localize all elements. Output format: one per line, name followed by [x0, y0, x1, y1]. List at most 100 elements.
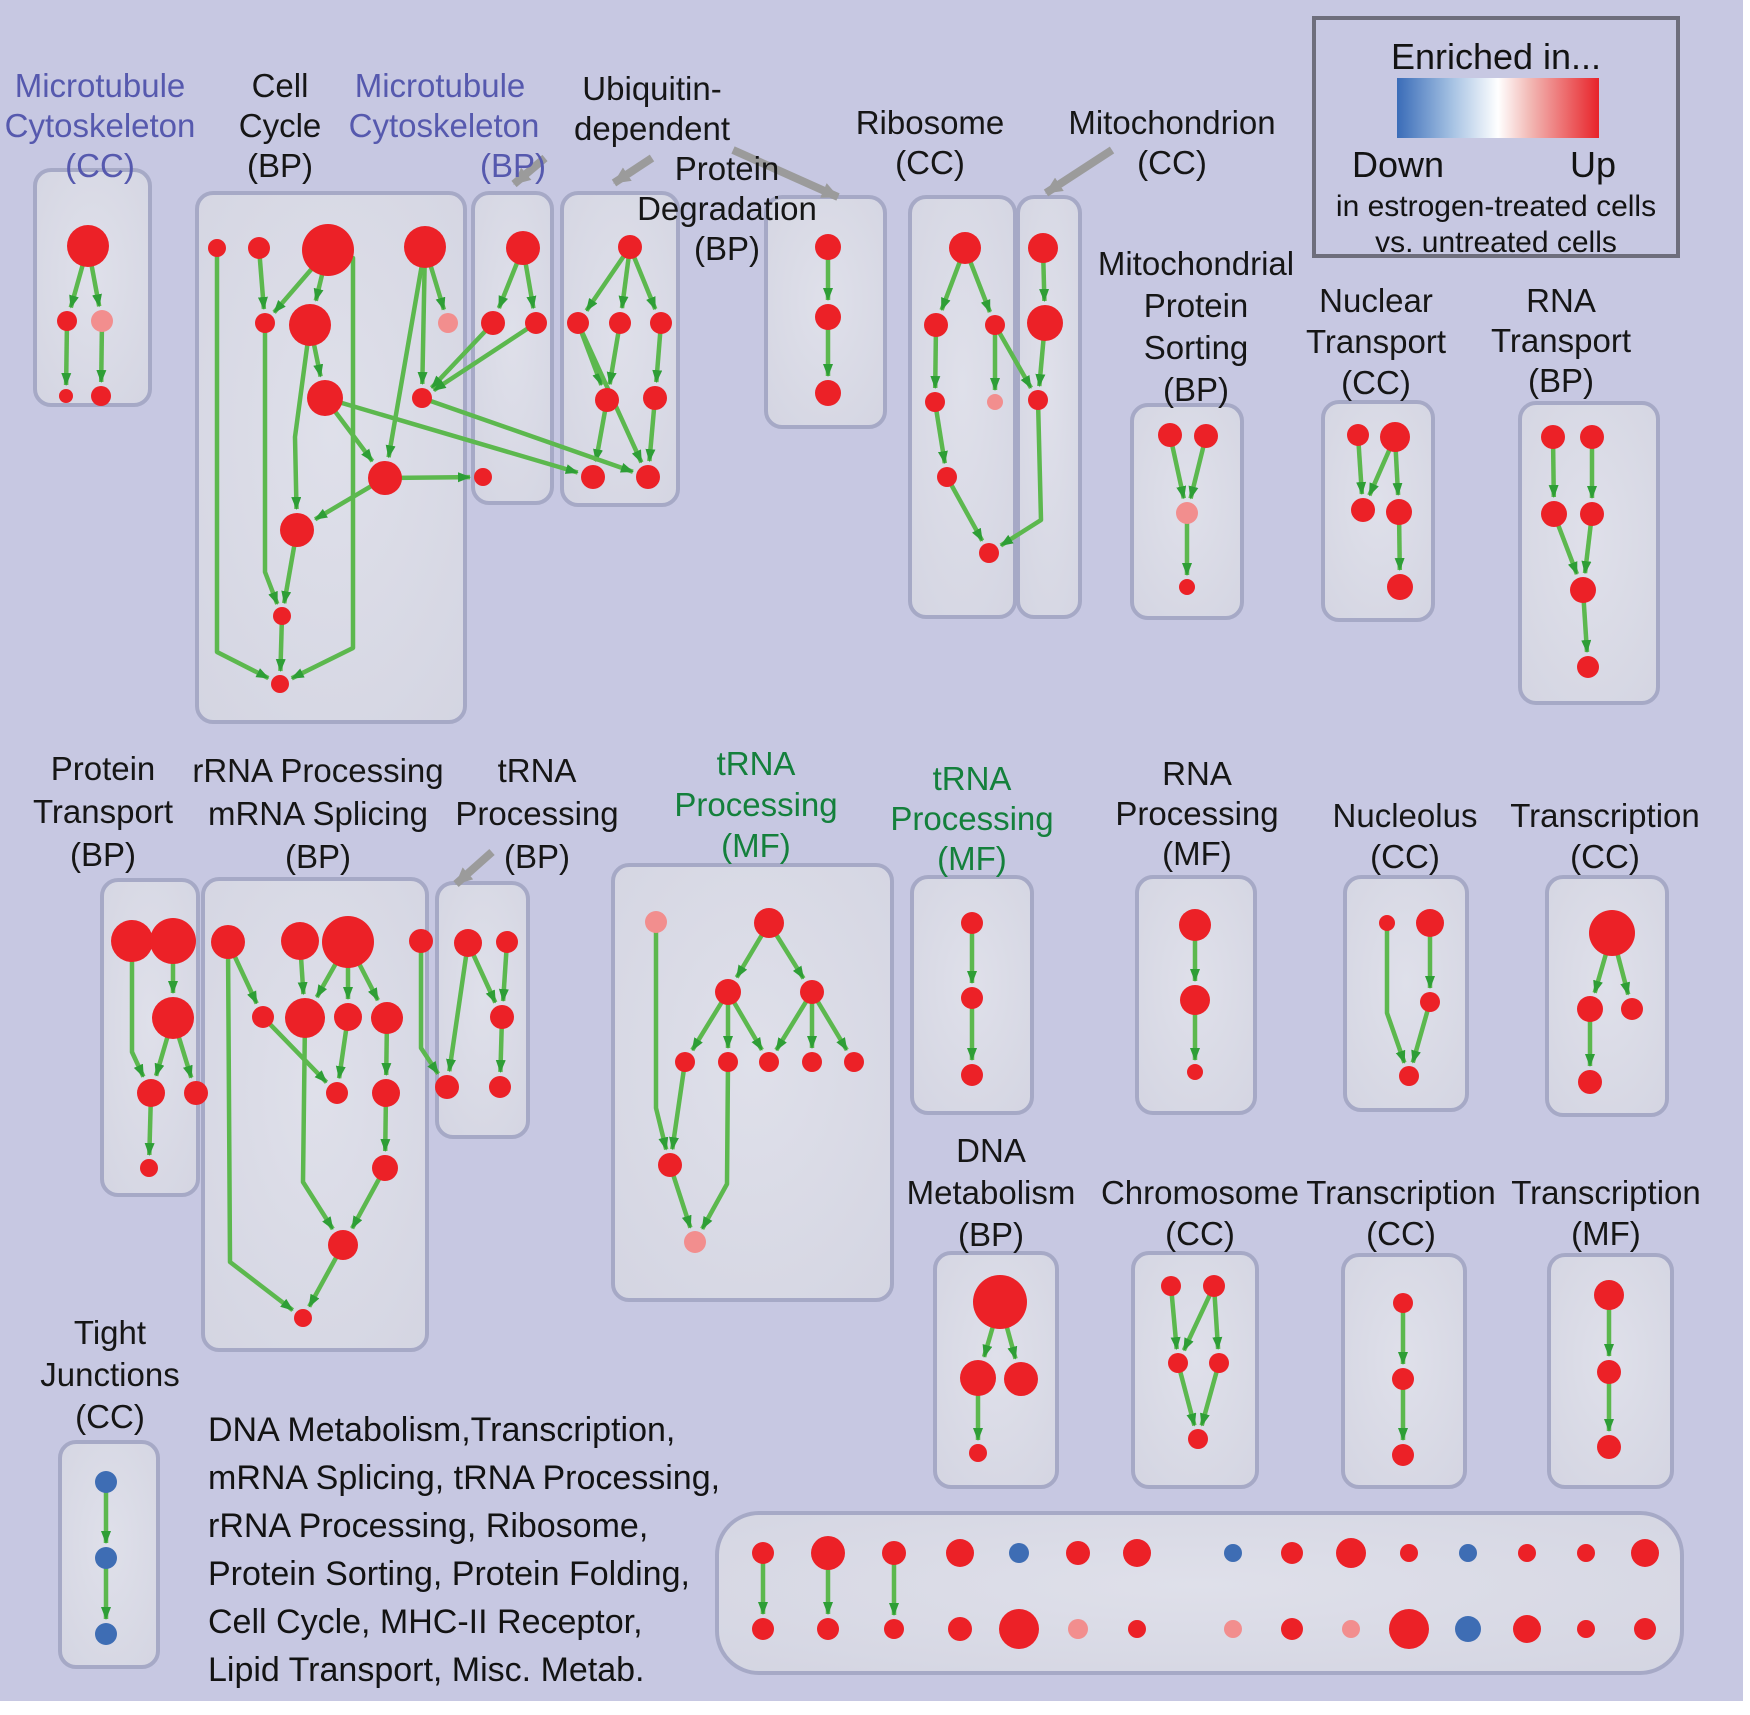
cell-cycle-bp-label-line: Cycle [239, 107, 322, 144]
edge-arrow [385, 246, 428, 459]
go-term-node-red [1387, 574, 1413, 600]
go-term-node-red [1392, 1368, 1414, 1390]
rna-transport-bp-label-line: RNA [1526, 282, 1596, 319]
edge-arrow [275, 615, 286, 672]
trna-processing-mf-2-label-line: tRNA [933, 760, 1012, 797]
misc-text-line: mRNA Splicing, tRNA Processing, [208, 1459, 721, 1497]
go-term-node-red [435, 1075, 459, 1099]
go-term-node-red [752, 1542, 774, 1564]
label-pointer-arrow [1043, 146, 1115, 197]
go-term-node-red [844, 1052, 864, 1072]
go-term-node-red [715, 979, 741, 1005]
rrna-processing-mrna-splicing-bp-label-line: mRNA Splicing [208, 795, 428, 832]
go-term-node-red [208, 239, 226, 257]
go-term-node-red [884, 1619, 904, 1639]
microtubule-cytoskeleton-bp-label-line: Cytoskeleton [349, 107, 540, 144]
rna-processing-mf-label-line: RNA [1162, 755, 1232, 792]
go-term-node-red [643, 386, 667, 410]
misc-cluster-strip-box [715, 1511, 1684, 1675]
bottom-margin [0, 1701, 1750, 1715]
mitochondrion-cc-box [1016, 195, 1082, 619]
go-term-node-pink [438, 313, 458, 333]
go-term-node-red [1161, 1276, 1181, 1296]
mitochondrial-protein-sorting-bp-label-line: Mitochondrial [1098, 245, 1294, 282]
go-term-node-red [150, 918, 196, 964]
cell-cycle-bp-label-line: (BP) [247, 147, 313, 184]
go-term-node-red [1580, 502, 1604, 526]
go-term-node-red [454, 929, 482, 957]
protein-transport-bp-label-line: Transport [33, 793, 173, 830]
ubiquitin-dependent-protein-degradation-bp-label-line: dependent [574, 110, 730, 147]
edge-arrow [653, 922, 669, 1151]
cross-edge-arrow [429, 321, 495, 390]
go-term-node-blue [95, 1547, 117, 1569]
go-term-node-red [302, 224, 354, 276]
trna-processing-mf-1-label-line: tRNA [717, 745, 796, 782]
go-term-node-red [91, 386, 111, 406]
go-term-node-red [802, 1052, 822, 1072]
edge-arrow [1168, 1285, 1181, 1351]
edge-arrow [932, 401, 948, 465]
go-term-node-red [372, 1079, 400, 1107]
ubiquitin-dependent-protein-degradation-bp-label-line: (BP) [694, 230, 760, 267]
tight-junctions-cc-label-line: Junctions [40, 1356, 179, 1393]
edge-arrow [291, 324, 313, 510]
go-term-node-red [1577, 1544, 1595, 1562]
go-term-node-red [754, 908, 784, 938]
go-term-node-red [1168, 1353, 1188, 1373]
go-term-node-red [1577, 996, 1603, 1022]
go-term-node-red [1336, 1538, 1366, 1568]
go-term-node-red [490, 1005, 514, 1029]
go-term-node-red [1541, 501, 1567, 527]
go-term-node-red [255, 313, 275, 333]
go-term-node-red [1386, 499, 1412, 525]
right-margin [1743, 0, 1750, 1715]
dna-metabolism-bp-label-line: DNA [956, 1132, 1026, 1169]
go-term-node-red [328, 1230, 358, 1260]
go-term-node-red [506, 231, 540, 265]
go-term-node-red [1179, 909, 1211, 941]
go-term-node-red [67, 225, 109, 267]
trna-processing-bp-box [435, 881, 530, 1139]
edge-arrow [262, 323, 280, 605]
nuclear-transport-cc-label-line: Nuclear [1319, 282, 1433, 319]
go-term-node-blue [1009, 1543, 1029, 1563]
go-term-node-red [252, 1006, 274, 1028]
microtubule-cytoskeleton-bp-label-line: (BP) [480, 147, 546, 184]
go-term-node-red [1541, 425, 1565, 449]
go-term-node-red [496, 931, 518, 953]
misc-text-line: DNA Metabolism,Transcription, [208, 1411, 676, 1449]
go-term-node-red [1123, 1539, 1151, 1567]
go-term-node-red [285, 998, 325, 1038]
edge-arrow [129, 941, 146, 1078]
edge-arrow [214, 248, 270, 681]
go-term-node-red [307, 380, 343, 416]
legend-title: Enriched in... [1390, 36, 1602, 77]
go-term-node-red [1577, 1620, 1595, 1638]
ubiquitin-dependent-protein-degradation-bp-box [560, 191, 680, 507]
misc-text-line: rRNA Processing, Ribosome, [208, 1507, 649, 1545]
go-term-node-red [289, 304, 331, 346]
go-term-node-red [412, 388, 432, 408]
go-term-node-red [1187, 1064, 1203, 1080]
legend-box: Enriched in... Down Up in estrogen-treat… [1312, 16, 1680, 259]
go-term-node-red [1028, 233, 1058, 263]
mitochondrial-protein-sorting-bp-label-line: Sorting [1144, 329, 1249, 366]
go-term-node-red [1380, 422, 1410, 452]
edge-arrow [61, 320, 72, 386]
go-term-node-red [140, 1159, 158, 1177]
go-term-node-red [1513, 1615, 1541, 1643]
rna-processing-mf-label-line: (MF) [1162, 835, 1232, 872]
transcription-mf-label-line: (MF) [1571, 1215, 1641, 1252]
nuclear-transport-cc-label-line: Transport [1306, 323, 1446, 360]
go-term-node-red [1621, 998, 1643, 1020]
go-term-node-red [961, 912, 983, 934]
mitochondrial-protein-sorting-bp-label-line: Protein [1144, 287, 1249, 324]
transcription-cc-1-box [1545, 875, 1669, 1117]
go-term-node-red [248, 237, 270, 259]
edge-arrow [1181, 1285, 1217, 1352]
legend-down-label: Down [1351, 144, 1445, 185]
go-term-node-red [1128, 1620, 1146, 1638]
mitochondrial-protein-sorting-bp-label-line: (BP) [1163, 371, 1229, 408]
go-term-node-red [404, 226, 446, 268]
